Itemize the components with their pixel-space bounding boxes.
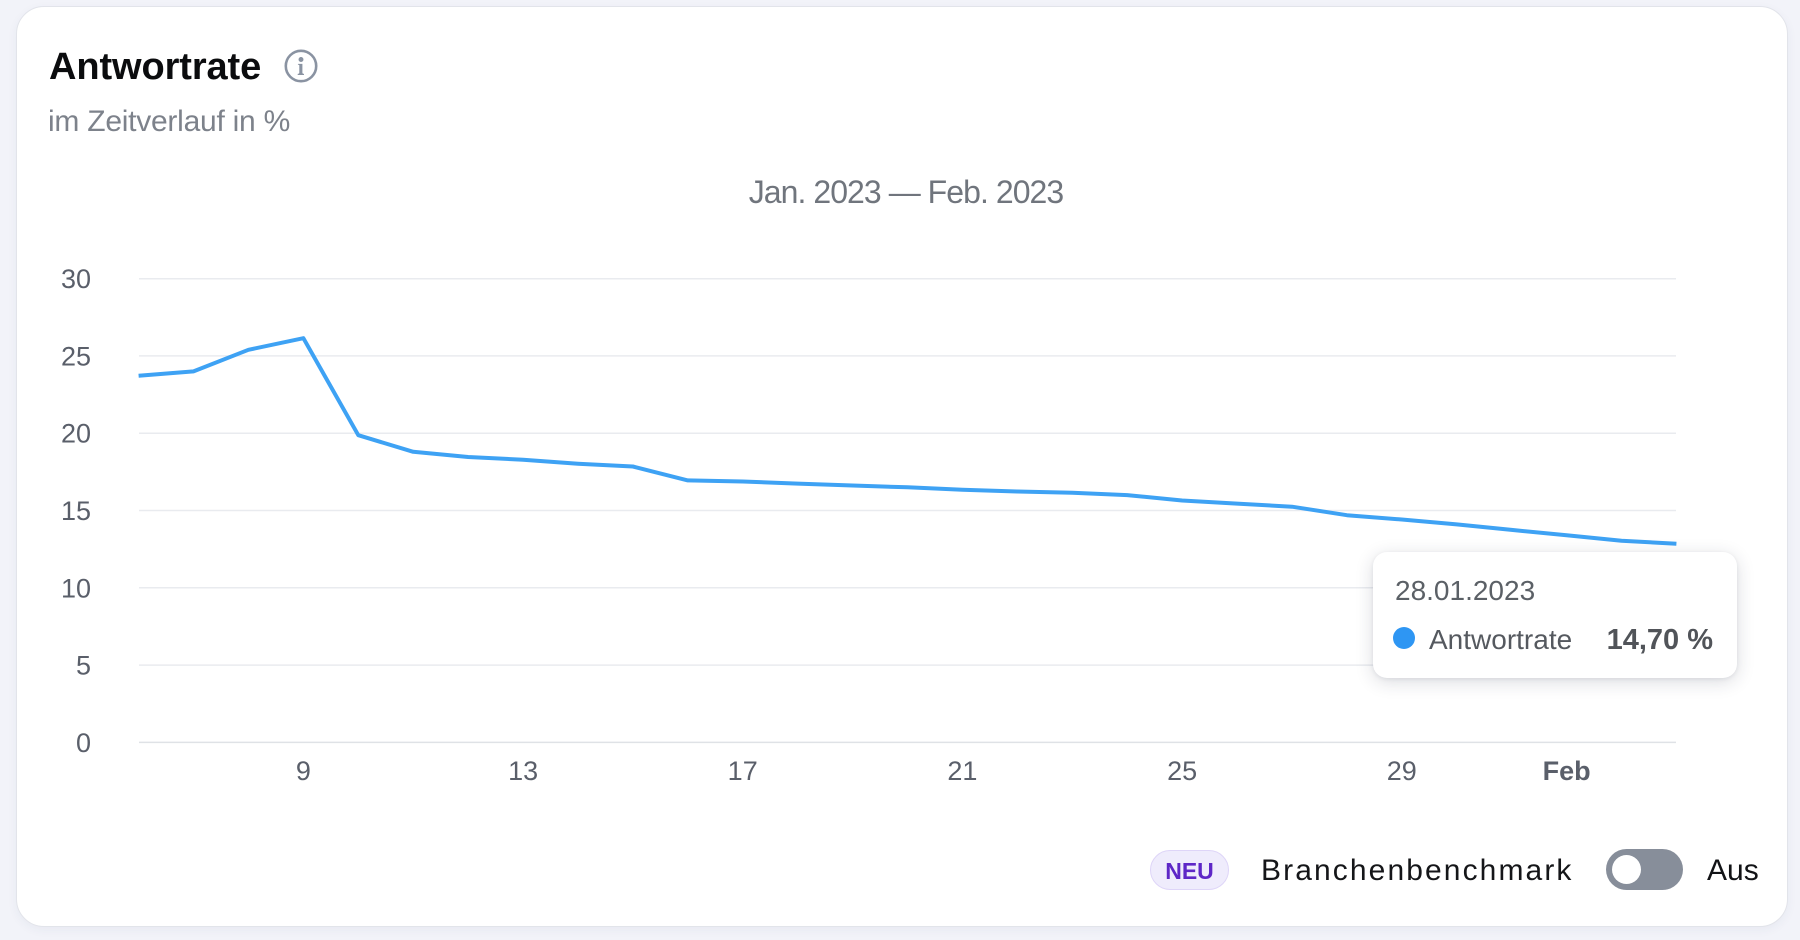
svg-text:9: 9: [296, 756, 311, 786]
svg-text:15: 15: [61, 496, 91, 526]
svg-text:30: 30: [61, 264, 91, 294]
svg-text:21: 21: [947, 756, 977, 786]
svg-text:20: 20: [61, 419, 91, 449]
svg-text:5: 5: [76, 651, 91, 681]
svg-text:13: 13: [508, 756, 538, 786]
svg-text:10: 10: [61, 573, 91, 603]
svg-text:Feb: Feb: [1543, 756, 1591, 786]
svg-text:17: 17: [728, 756, 758, 786]
svg-text:25: 25: [1167, 756, 1197, 786]
svg-text:0: 0: [76, 728, 91, 758]
svg-text:25: 25: [61, 341, 91, 371]
svg-text:29: 29: [1387, 756, 1417, 786]
